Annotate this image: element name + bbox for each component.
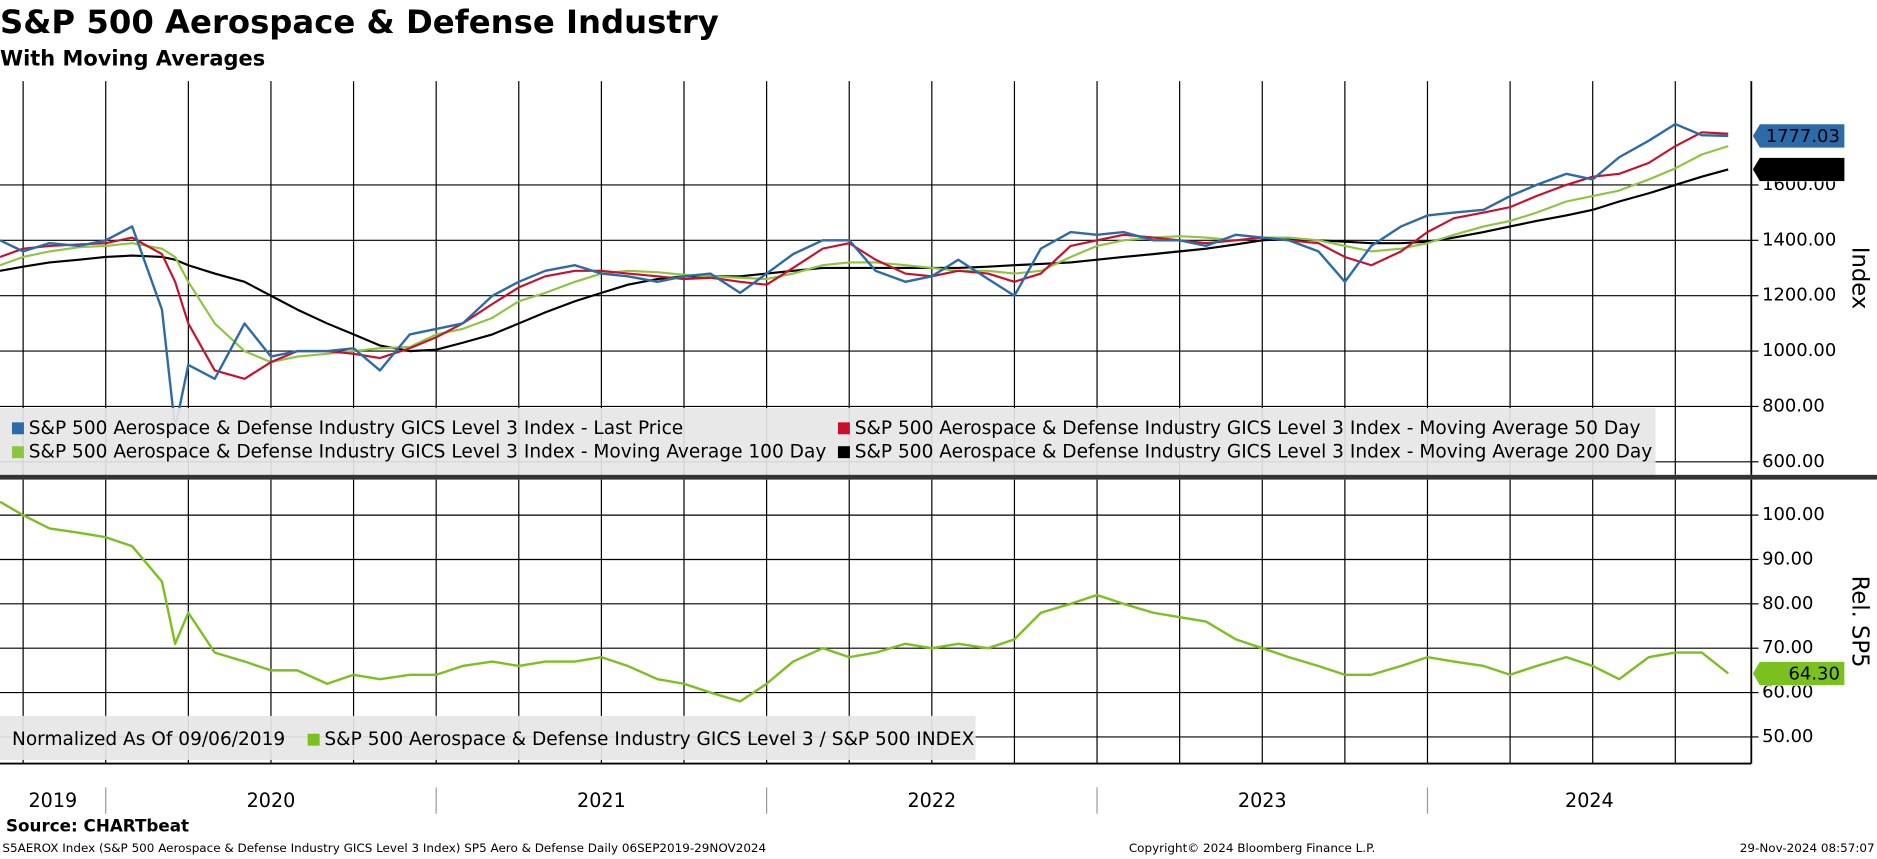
series-line [0,122,1729,430]
series-line [0,131,1729,380]
legend-swatch [307,733,320,746]
legend-label: S&P 500 Aerospace & Defense Industry GIC… [29,442,827,463]
y-tick-label: 70.00 [1762,637,1813,658]
x-tick-label: 2023 [1238,789,1287,812]
legend-label: S&P 500 Aerospace & Defense Industry GIC… [855,442,1653,463]
legend-label: S&P 500 Aerospace & Defense Industry GIC… [324,729,974,750]
last-value-box [1752,157,1845,182]
series-line [0,145,1729,364]
y-tick-label: 60.00 [1762,682,1813,703]
chart-subtitle: With Moving Averages [0,47,265,71]
panel-separator [0,474,1877,480]
timestamp: 29-Nov-2024 08:57:07 [1740,841,1875,855]
copyright: Copyright© 2024 Bloomberg Finance L.P. [1129,841,1375,855]
y-tick-label: 80.00 [1762,593,1813,614]
y-tick-label: 1400.00 [1762,229,1836,250]
last-value-label: 1655.98 [1766,160,1840,181]
legend-swatch [11,446,24,459]
x-tick-label: 2022 [907,789,956,812]
y-tick-label: 50.00 [1762,726,1813,747]
legend-box [0,408,1656,475]
last-value-label: 64.30 [1789,664,1840,685]
chart-title: S&P 500 Aerospace & Defense Industry [0,3,719,41]
last-value-box [1752,123,1845,149]
y-axis-title: Index [1847,247,1873,309]
x-tick-label: 2019 [29,789,78,812]
legend-swatch [11,422,24,435]
last-value-box [1752,661,1845,686]
legend-swatch [837,422,850,435]
x-tick-label: 2021 [577,789,626,812]
legend-swatch [837,446,850,459]
y-tick-label: 800.00 [1762,395,1825,416]
y-tick-label: 1200.00 [1762,285,1836,306]
legend-label: S&P 500 Aerospace & Defense Industry GIC… [29,418,683,439]
series-line [0,168,1729,353]
y-tick-label: 100.00 [1762,504,1825,525]
source: Source: CHARTbeat [6,815,189,835]
y-axis-title: Rel. SP5 [1847,576,1873,668]
legend-note: Normalized As Of 09/06/2019 [12,729,285,750]
legend-box [0,715,976,760]
last-value-label: 1777.03 [1766,126,1840,147]
y-tick-label: 1000.00 [1762,340,1836,361]
x-tick-label: 2020 [247,789,296,812]
y-tick-label: 90.00 [1762,548,1813,569]
x-tick-label: 2024 [1565,789,1614,812]
description: S5AEROX Index (S&P 500 Aerospace & Defen… [2,841,766,855]
series-line [0,500,1729,703]
legend-label: S&P 500 Aerospace & Defense Industry GIC… [855,418,1641,439]
y-tick-label: 600.00 [1762,451,1825,472]
